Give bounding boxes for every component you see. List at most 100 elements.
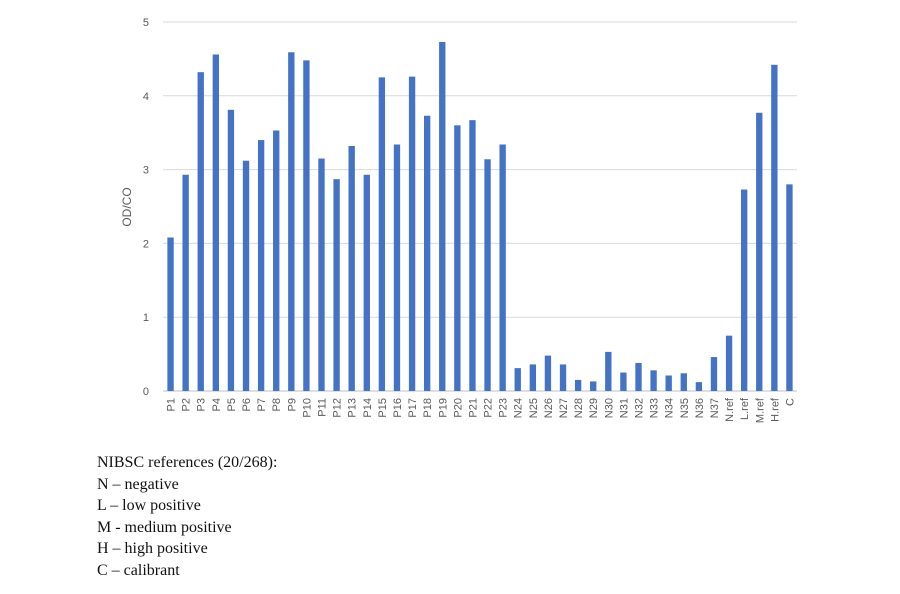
bars (167, 41, 793, 392)
bar-c (786, 184, 793, 391)
x-axis-ticks: P1 P2 P3 P4 P5 P6 P7 P8 P9 P10 P11 P12 P13 P14 P15 P16 P… (166, 397, 797, 423)
bar-p23 (499, 144, 506, 391)
x-tick-label: N34 (664, 398, 676, 418)
note-medium-positive: M - medium positive (97, 518, 232, 536)
x-tick-label: N36 (694, 398, 706, 418)
notes-panel: NIBSC references (20/268): N – negative … (97, 452, 277, 582)
bar-p15 (378, 77, 386, 391)
bar-l-ref (740, 189, 748, 391)
x-tick-label: M.ref (754, 397, 766, 423)
note-calibrant: C – calibrant (97, 561, 180, 579)
y-tick-label: 4 (143, 91, 149, 103)
x-tick-label: C (784, 398, 796, 406)
bar-n35 (680, 373, 687, 391)
x-tick-label: P23 (498, 398, 510, 418)
bar-n31 (620, 372, 627, 391)
x-tick-label: N26 (543, 398, 555, 418)
x-tick-label: P13 (347, 398, 359, 418)
bar-n28 (574, 379, 582, 391)
x-tick-label: N28 (573, 398, 585, 418)
x-tick-label: N29 (588, 398, 600, 418)
bar-chart: 0 1 2 3 4 5 P1 P2 P3 P4 P5 P6 P7 P8 P9 P10 P11 P12 P13 P14… (120, 17, 797, 423)
bar-p1 (167, 237, 174, 391)
y-tick-label: 0 (143, 386, 149, 398)
bar-p13 (348, 145, 355, 391)
bar-p6 (242, 160, 250, 391)
x-tick-label: P18 (422, 398, 434, 418)
bar-p16 (393, 144, 401, 391)
note-high-positive: H – high positive (97, 540, 208, 558)
x-tick-label: P4 (211, 398, 223, 411)
x-tick-label: P3 (196, 398, 208, 411)
bar-n37 (710, 357, 718, 391)
bar-p2 (182, 174, 189, 391)
x-tick-label: P5 (226, 398, 238, 411)
x-tick-label: P9 (286, 398, 298, 411)
bar-n-ref (725, 335, 733, 391)
bar-n36 (695, 382, 703, 391)
x-tick-label: N27 (558, 398, 570, 418)
bar-p17 (408, 76, 416, 391)
x-tick-label: P11 (317, 398, 329, 417)
notes-heading: NIBSC references (20/268): (97, 454, 278, 471)
x-tick-label: N33 (649, 398, 661, 418)
x-tick-label: N37 (709, 398, 721, 418)
bar-p18 (423, 115, 431, 391)
y-tick-label: 2 (143, 238, 149, 250)
bar-n27 (559, 364, 567, 391)
bar-p10 (303, 60, 310, 391)
x-tick-label: P2 (181, 398, 193, 411)
y-tick-label: 1 (143, 312, 149, 324)
bar-p5 (227, 109, 235, 392)
y-axis-ticks: 0 1 2 3 4 5 (143, 17, 149, 398)
x-tick-label: P7 (256, 398, 268, 411)
x-tick-label: P12 (332, 398, 344, 418)
x-tick-label: L.ref (739, 397, 751, 420)
x-tick-label: P21 (467, 398, 479, 418)
x-tick-label: P14 (362, 398, 374, 418)
bar-p19 (439, 41, 446, 392)
x-tick-label: N25 (528, 398, 540, 418)
x-tick-label: P10 (301, 398, 313, 418)
bar-p11 (318, 158, 325, 391)
bar-p21 (469, 120, 476, 392)
bar-p7 (257, 140, 265, 391)
bar-p22 (484, 159, 491, 391)
x-tick-label: P15 (377, 398, 389, 418)
x-tick-label: H.ref (769, 397, 781, 422)
bar-n25 (529, 364, 537, 391)
x-tick-label: P8 (271, 398, 283, 411)
bar-p4 (212, 54, 220, 392)
x-tick-label: P19 (437, 398, 449, 418)
x-tick-label: P22 (483, 398, 495, 418)
bar-m-ref (756, 112, 763, 392)
bar-p8 (273, 130, 280, 391)
bar-p20 (454, 125, 461, 391)
note-negative: N – negative (97, 475, 179, 493)
bar-p14 (363, 174, 370, 391)
y-tick-label: 5 (143, 17, 149, 29)
x-tick-label: N30 (603, 398, 615, 418)
x-tick-label: P16 (392, 398, 404, 418)
x-tick-label: N32 (634, 398, 646, 418)
bar-n32 (635, 362, 642, 391)
bar-p9 (288, 52, 295, 392)
gridlines (163, 21, 797, 392)
x-tick-label: N35 (679, 398, 691, 418)
x-tick-label: P20 (452, 398, 464, 418)
x-tick-label: P17 (407, 398, 419, 418)
bar-n34 (665, 375, 672, 391)
x-tick-label: P1 (166, 398, 178, 411)
bar-n24 (514, 368, 521, 391)
x-tick-label: N31 (618, 398, 630, 418)
bar-p12 (333, 179, 340, 391)
x-tick-label: P6 (241, 398, 253, 411)
bar-n33 (650, 370, 657, 391)
bar-n30 (605, 351, 612, 391)
bar-n29 (590, 381, 597, 391)
bar-h-ref (771, 64, 778, 391)
note-low-positive: L – low positive (97, 497, 201, 515)
y-tick-label: 3 (143, 165, 149, 177)
x-tick-label: N24 (513, 398, 525, 418)
x-tick-label: N.ref (724, 397, 736, 422)
